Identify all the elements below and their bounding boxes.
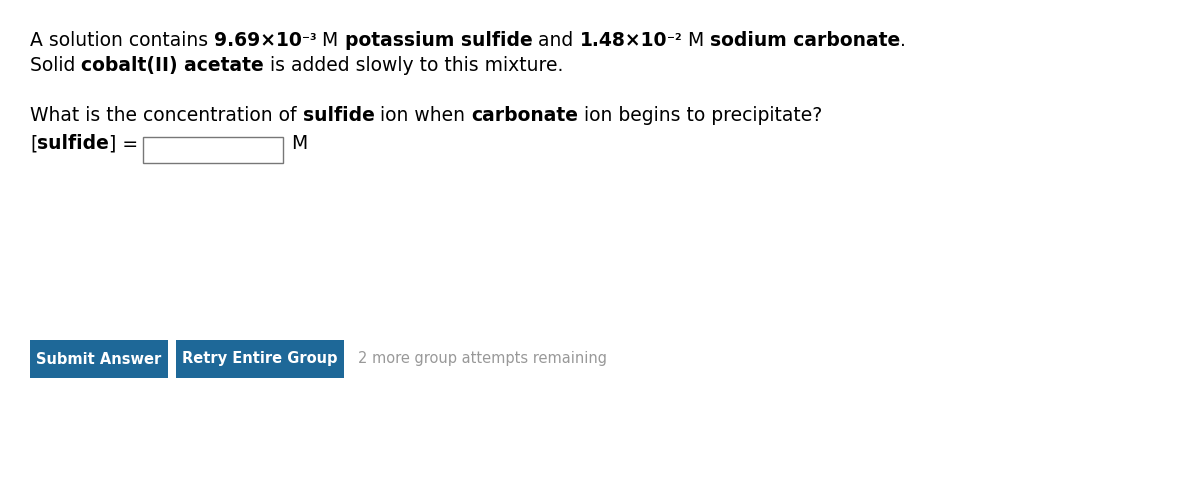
- Text: carbonate: carbonate: [472, 106, 578, 125]
- Text: M: M: [317, 31, 344, 50]
- Text: M: M: [682, 31, 710, 50]
- Text: cobalt(II) acetate: cobalt(II) acetate: [82, 56, 264, 75]
- Text: Solid: Solid: [30, 56, 82, 75]
- Text: ion begins to precipitate?: ion begins to precipitate?: [578, 106, 823, 125]
- Text: 1.48×10: 1.48×10: [580, 31, 667, 50]
- FancyBboxPatch shape: [143, 137, 283, 163]
- Text: sulfide: sulfide: [37, 134, 109, 153]
- Text: ] =: ] =: [109, 134, 138, 153]
- FancyBboxPatch shape: [30, 340, 168, 378]
- Text: potassium sulfide: potassium sulfide: [344, 31, 533, 50]
- Text: and: and: [533, 31, 580, 50]
- Text: 9.69×10: 9.69×10: [214, 31, 302, 50]
- Text: −2: −2: [667, 33, 682, 42]
- Text: 2 more group attempts remaining: 2 more group attempts remaining: [358, 351, 607, 367]
- Text: −3: −3: [302, 33, 317, 42]
- Text: sulfide: sulfide: [302, 106, 374, 125]
- Text: What is the concentration of: What is the concentration of: [30, 106, 302, 125]
- Text: [: [: [30, 134, 37, 153]
- Text: M: M: [292, 134, 307, 153]
- Text: sodium carbonate: sodium carbonate: [710, 31, 900, 50]
- Text: .: .: [900, 31, 906, 50]
- Text: Retry Entire Group: Retry Entire Group: [182, 351, 337, 367]
- Text: A solution contains: A solution contains: [30, 31, 214, 50]
- FancyBboxPatch shape: [176, 340, 344, 378]
- Text: is added slowly to this mixture.: is added slowly to this mixture.: [264, 56, 564, 75]
- Text: Submit Answer: Submit Answer: [36, 351, 162, 367]
- Text: ion when: ion when: [374, 106, 472, 125]
